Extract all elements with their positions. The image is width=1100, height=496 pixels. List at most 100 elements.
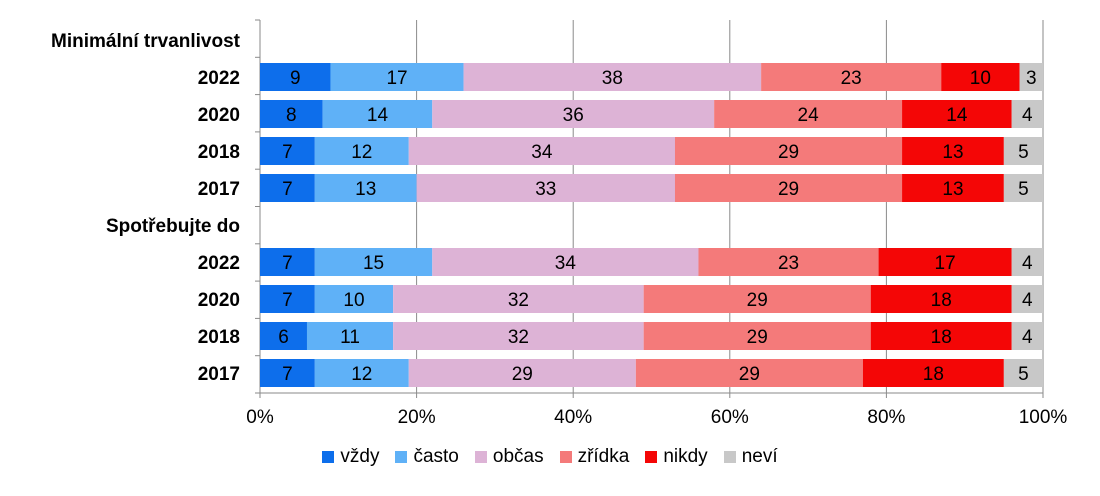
x-tick-label: 20%: [398, 407, 436, 428]
bar-segment: [432, 100, 715, 128]
bar-segment: [314, 248, 433, 276]
row-label: 2022: [198, 68, 240, 89]
x-tick-label: 100%: [1019, 407, 1068, 428]
data-label: 17: [386, 68, 407, 89]
data-label: 29: [778, 142, 799, 163]
bar-segment: [260, 359, 315, 387]
data-label: 13: [942, 179, 963, 200]
data-label: 7: [282, 142, 293, 163]
bar-segment: [416, 174, 675, 202]
row-label: 2018: [198, 327, 240, 348]
bar-segment: [408, 137, 675, 165]
legend-item: zřídka: [559, 446, 630, 468]
row-label: 2017: [198, 179, 240, 200]
bar-segment: [260, 63, 331, 91]
bar-segment: [314, 137, 409, 165]
bar-segment: [714, 100, 903, 128]
bar-segment: [1003, 137, 1043, 165]
data-label: 18: [923, 364, 944, 385]
data-label: 6: [278, 327, 289, 348]
data-label: 23: [841, 68, 862, 89]
bar-segment: [330, 63, 464, 91]
data-label: 18: [931, 327, 952, 348]
legend-item: neví: [723, 446, 778, 468]
row-label: 2020: [198, 290, 240, 311]
row-label: 2017: [198, 364, 240, 385]
bar-segment: [408, 359, 636, 387]
x-tick-label: 60%: [711, 407, 749, 428]
data-label: 13: [942, 142, 963, 163]
bar-segment: [941, 63, 1020, 91]
data-label: 12: [351, 142, 372, 163]
data-label: 8: [286, 105, 297, 126]
bar-segment: [1003, 174, 1043, 202]
data-label: 3: [1026, 68, 1037, 89]
bar-segment: [260, 285, 315, 313]
data-label: 29: [739, 364, 760, 385]
data-label: 11: [340, 327, 360, 348]
legend-item: vždy: [322, 446, 379, 468]
x-tick-label: 0%: [246, 407, 274, 428]
data-label: 4: [1022, 290, 1033, 311]
data-label: 29: [747, 327, 768, 348]
bar-segment: [1011, 248, 1043, 276]
legend-label: často: [413, 446, 459, 467]
legend-label: neví: [741, 446, 778, 467]
bar-segment: [862, 359, 1004, 387]
data-label: 36: [563, 105, 584, 126]
data-label: 7: [282, 290, 293, 311]
data-label: 15: [363, 253, 384, 274]
bar-segment: [1011, 322, 1043, 350]
bar-segment: [870, 322, 1012, 350]
legend-item: občas: [474, 446, 544, 468]
data-label: 4: [1022, 327, 1033, 348]
data-label: 7: [282, 364, 293, 385]
bar-segment: [306, 322, 394, 350]
row-label: 2022: [198, 253, 240, 274]
legend-swatch: [559, 451, 572, 463]
data-label: 12: [351, 364, 372, 385]
bar-segment: [643, 285, 871, 313]
bar-segment: [698, 248, 879, 276]
data-label: 7: [282, 179, 293, 200]
x-tick-label: 40%: [554, 407, 592, 428]
stacked-bar-chart: 0% 20% 40% 60% 80% 100% Minimální trvanlivost 2…: [51, 19, 1068, 428]
data-label: 4: [1022, 253, 1033, 274]
bar-segment: [1011, 100, 1043, 128]
bar-segment: [643, 322, 871, 350]
data-label: 29: [512, 364, 533, 385]
data-label: 5: [1018, 142, 1029, 163]
bar-segment: [260, 100, 323, 128]
legend-swatch: [322, 451, 335, 463]
row-label: 2020: [198, 105, 240, 126]
data-label: 14: [946, 105, 968, 126]
legend-item: často: [395, 446, 459, 468]
data-label: 17: [935, 253, 956, 274]
data-label: 10: [970, 68, 991, 89]
data-label: 14: [367, 105, 389, 126]
bar-segment: [260, 322, 307, 350]
bar-segment: [322, 100, 433, 128]
bar-segment: [1019, 63, 1043, 91]
data-label: 34: [555, 253, 577, 274]
data-label: 33: [535, 179, 556, 200]
data-label: 4: [1022, 105, 1033, 126]
data-label: 13: [355, 179, 376, 200]
chart-legend: vždy často občas zřídka nikdy neví: [0, 446, 1100, 468]
legend-swatch: [723, 451, 736, 463]
legend-swatch: [395, 451, 408, 463]
data-label: 38: [602, 68, 623, 89]
bar-segment: [393, 322, 644, 350]
data-label: 29: [778, 179, 799, 200]
data-label: 5: [1018, 179, 1029, 200]
legend-label: zřídka: [577, 446, 630, 467]
legend-swatch: [645, 451, 658, 463]
bar-segment: [314, 359, 409, 387]
bar-segment: [1003, 359, 1043, 387]
legend-label: nikdy: [663, 446, 708, 467]
bar-segment: [260, 174, 315, 202]
data-label: 18: [931, 290, 952, 311]
bar-segment: [260, 137, 315, 165]
bar-segment: [432, 248, 699, 276]
bar-segment: [393, 285, 644, 313]
